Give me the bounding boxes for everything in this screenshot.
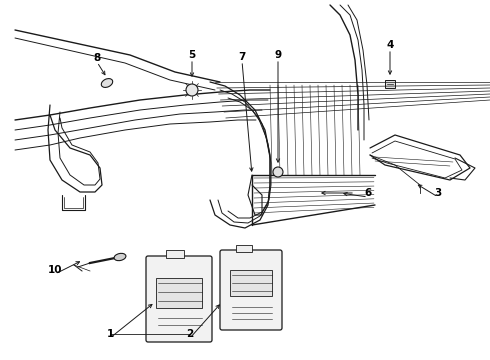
Text: 2: 2 xyxy=(186,329,194,339)
Text: 5: 5 xyxy=(188,50,196,60)
Text: 9: 9 xyxy=(274,50,282,60)
FancyBboxPatch shape xyxy=(146,256,212,342)
FancyBboxPatch shape xyxy=(220,250,282,330)
Text: 10: 10 xyxy=(48,265,62,275)
Text: 8: 8 xyxy=(94,53,100,63)
Circle shape xyxy=(273,167,283,177)
Ellipse shape xyxy=(101,78,113,87)
Text: 4: 4 xyxy=(386,40,393,50)
Text: 7: 7 xyxy=(238,52,245,62)
Bar xyxy=(385,80,395,88)
Bar xyxy=(156,278,202,308)
Bar xyxy=(236,245,252,252)
Text: 6: 6 xyxy=(365,188,371,198)
Circle shape xyxy=(186,84,198,96)
Text: 1: 1 xyxy=(106,329,114,339)
Text: 3: 3 xyxy=(434,188,441,198)
Bar xyxy=(166,250,184,258)
Ellipse shape xyxy=(114,253,126,261)
Bar xyxy=(230,270,272,296)
